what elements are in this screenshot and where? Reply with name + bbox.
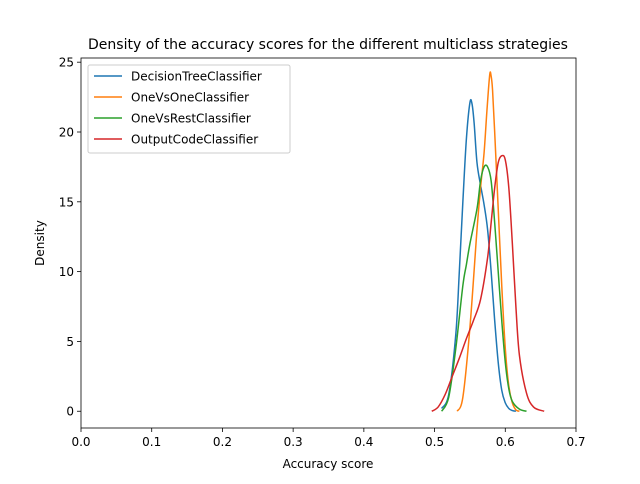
y-axis-ticks: 0 5 10 15 20 25 <box>59 56 81 419</box>
x-tick-label: 0.7 <box>566 435 585 449</box>
x-tick-label: 0.3 <box>284 435 303 449</box>
legend-frame <box>87 64 291 154</box>
legend: DecisionTreeClassifier OneVsOneClassifier… <box>87 64 291 154</box>
chart-title: Density of the accuracy scores for the d… <box>88 37 568 53</box>
series-lines <box>431 71 545 412</box>
y-tick-label: 5 <box>66 335 74 349</box>
x-tick-label: 0.4 <box>354 435 373 449</box>
y-tick-label: 25 <box>59 56 74 70</box>
x-tick-label: 0.2 <box>213 435 232 449</box>
y-tick-label: 10 <box>59 265 74 279</box>
legend-label-decision-tree-classifier: DecisionTreeClassifier <box>131 70 262 84</box>
series-line-one-vs-rest-classifier <box>440 164 527 412</box>
y-axis-label: Density <box>33 220 47 266</box>
y-tick-label: 15 <box>59 195 74 209</box>
legend-label-one-vs-one-classifier: OneVsOneClassifier <box>131 91 249 105</box>
x-tick-label: 0.1 <box>142 435 161 449</box>
x-tick-label: 0.0 <box>71 435 90 449</box>
y-tick-label: 0 <box>66 405 74 419</box>
legend-label-output-code-classifier: OutputCodeClassifier <box>131 133 258 147</box>
axes-spines <box>80 57 577 429</box>
x-axis-ticks: 0.0 0.1 0.2 0.3 0.4 0.5 0.6 0.7 <box>71 428 586 449</box>
series-line-output-code-classifier <box>431 154 545 412</box>
legend-label-one-vs-rest-classifier: OneVsRestClassifier <box>131 112 251 126</box>
x-tick-label: 0.6 <box>496 435 515 449</box>
x-axis-label: Accuracy score <box>283 457 374 471</box>
y-tick-label: 20 <box>59 126 74 140</box>
x-tick-label: 0.5 <box>425 435 444 449</box>
